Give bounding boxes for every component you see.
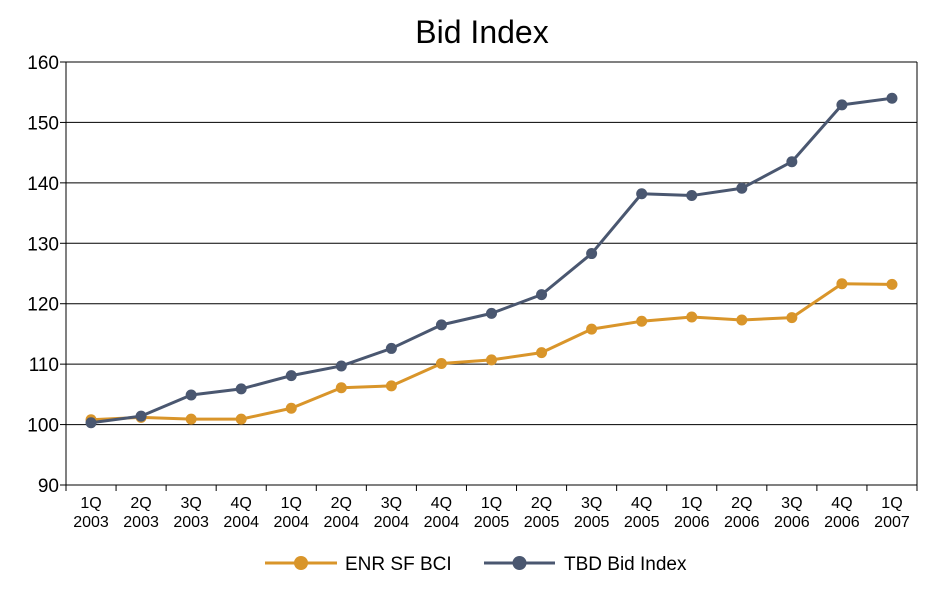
x-tick-label: 2Q 2004 [324,495,360,531]
x-tick-label: 1Q 2003 [73,495,109,531]
legend: ENR SF BCI TBD Bid Index [265,554,687,575]
x-tick-label: 4Q 2004 [424,495,460,531]
y-tick-label: 120 [27,295,59,316]
data-point [385,342,397,354]
data-point [235,413,247,425]
data-point [435,358,447,370]
y-tick-label: 150 [27,113,59,134]
data-point [786,312,798,324]
data-point [586,323,598,335]
chart-title: Bid Index [415,14,548,50]
x-tick-label: 3Q 2006 [774,495,810,531]
data-point [886,92,898,104]
y-tick-label: 100 [27,416,59,437]
data-point [235,383,247,395]
x-tick-label: 2Q 2006 [724,495,760,531]
data-point [636,315,648,327]
data-point [185,389,197,401]
data-point [285,370,297,382]
data-point [586,248,598,260]
x-tick-label: 3Q 2005 [574,495,610,531]
axes: 90 100 110 120 130 140 150 160 1Q 2003 2Q 2003 3Q 200… [27,53,918,531]
legend-marker [512,556,527,570]
x-tick-label: 1Q 2006 [674,495,710,531]
y-tick-label: 130 [27,234,59,255]
x-tick-label: 1Q 2004 [273,495,309,531]
legend-label: TBD Bid Index [564,554,687,575]
gridlines [66,61,917,426]
data-point [736,314,748,326]
data-point [786,156,798,168]
x-tick-label: 4Q 2006 [824,495,860,531]
y-tick-label: 160 [27,53,59,74]
y-tick-label: 90 [38,476,59,497]
data-point [536,347,548,359]
data-point [285,402,297,414]
x-tick-label: 3Q 2004 [374,495,410,531]
series-line [90,96,893,425]
data-point [185,413,197,425]
data-point [836,278,848,290]
x-tick-label: 1Q 2005 [474,495,510,531]
series-lines [85,92,898,429]
y-tick-label: 140 [27,174,59,195]
series-1 [85,92,898,429]
data-point [836,99,848,111]
y-tick-label: 110 [29,355,59,376]
data-point [435,319,447,331]
data-point [536,289,548,301]
legend-item: TBD Bid Index [484,554,687,575]
data-point [686,190,698,202]
x-tick-label: 2Q 2005 [524,495,560,531]
data-point [385,380,397,392]
data-point [686,311,698,323]
data-point [886,278,898,290]
legend-item: ENR SF BCI [265,554,452,575]
x-tick-label: 4Q 2005 [624,495,660,531]
series-0 [85,278,898,426]
data-point [335,382,347,394]
data-point [486,307,497,319]
x-tick-label: 1Q 2007 [874,495,910,531]
data-point [736,182,748,194]
data-point [335,360,347,372]
x-tick-label: 2Q 2003 [123,495,159,531]
legend-label: ENR SF BCI [345,554,452,575]
data-point [135,410,147,422]
x-tick-label: 4Q 2004 [223,495,259,531]
x-tick-label: 3Q 2003 [173,495,209,531]
data-point [486,354,497,366]
legend-marker [294,556,308,570]
data-point [636,188,648,200]
data-point [85,417,97,429]
